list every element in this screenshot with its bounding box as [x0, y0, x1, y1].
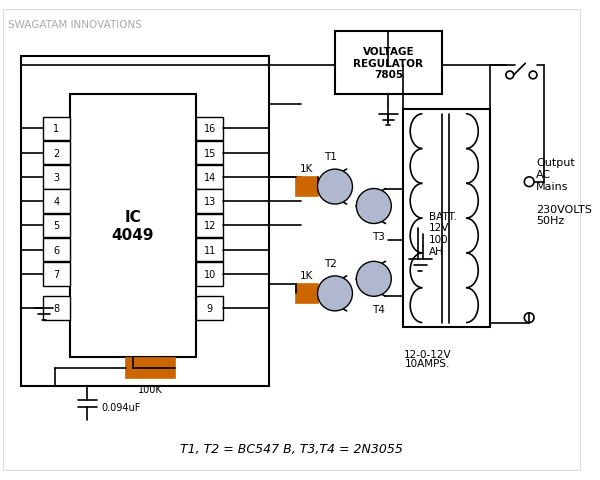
- Bar: [196, 263, 223, 286]
- Bar: [196, 142, 223, 165]
- Text: T3: T3: [372, 232, 385, 242]
- Text: 8: 8: [53, 303, 59, 313]
- Text: T1: T1: [323, 152, 337, 162]
- Text: SWAGATAM INNOVATIONS: SWAGATAM INNOVATIONS: [8, 20, 142, 30]
- Text: 3: 3: [53, 172, 59, 182]
- Text: BATT.
12V
100
AH: BATT. 12V 100 AH: [429, 211, 457, 256]
- Bar: [22, 56, 269, 386]
- Text: IC
4049: IC 4049: [112, 210, 154, 242]
- Circle shape: [356, 262, 391, 297]
- Text: 2: 2: [53, 148, 59, 158]
- Text: 10AMPS.: 10AMPS.: [404, 359, 450, 369]
- Bar: [296, 178, 317, 197]
- Bar: [43, 142, 70, 165]
- Text: 12-0-12V: 12-0-12V: [403, 349, 451, 359]
- Circle shape: [317, 276, 352, 311]
- Bar: [196, 215, 223, 238]
- Bar: [196, 239, 223, 262]
- Circle shape: [356, 189, 391, 224]
- Text: Output
AC
Mains

230VOLTS
50Hz: Output AC Mains 230VOLTS 50Hz: [536, 158, 592, 226]
- Bar: [43, 190, 70, 213]
- Text: 13: 13: [203, 197, 216, 207]
- Text: T1, T2 = BC547 B, T3,T4 = 2N3055: T1, T2 = BC547 B, T3,T4 = 2N3055: [180, 443, 403, 456]
- Text: 0.094uF: 0.094uF: [101, 402, 140, 412]
- Bar: [126, 359, 175, 378]
- Bar: [196, 190, 223, 213]
- Bar: [43, 239, 70, 262]
- Bar: [43, 166, 70, 189]
- Bar: [335, 32, 442, 95]
- Text: 15: 15: [203, 148, 216, 158]
- Circle shape: [317, 170, 352, 204]
- Text: 1K: 1K: [300, 164, 314, 174]
- Text: 4: 4: [53, 197, 59, 207]
- Text: 5: 5: [53, 221, 59, 231]
- Text: 14: 14: [203, 172, 216, 182]
- Text: 10: 10: [203, 269, 216, 279]
- Bar: [196, 118, 223, 141]
- Text: 9: 9: [206, 303, 213, 313]
- Text: 6: 6: [53, 245, 59, 255]
- Bar: [296, 284, 317, 303]
- Text: 11: 11: [203, 245, 216, 255]
- Bar: [43, 297, 70, 320]
- Text: T2: T2: [323, 259, 337, 269]
- Bar: [70, 95, 196, 357]
- Text: 16: 16: [203, 124, 216, 134]
- Bar: [196, 166, 223, 189]
- Bar: [43, 118, 70, 141]
- Text: VOLTAGE
REGULATOR
7805: VOLTAGE REGULATOR 7805: [353, 47, 424, 80]
- Text: 12: 12: [203, 221, 216, 231]
- Text: 100K: 100K: [138, 384, 163, 394]
- Bar: [43, 263, 70, 286]
- Bar: [43, 215, 70, 238]
- Text: 1: 1: [53, 124, 59, 134]
- Text: T4: T4: [372, 304, 385, 314]
- Text: 1K: 1K: [300, 270, 314, 280]
- Text: 7: 7: [53, 269, 59, 279]
- Bar: [403, 109, 490, 328]
- Bar: [196, 297, 223, 320]
